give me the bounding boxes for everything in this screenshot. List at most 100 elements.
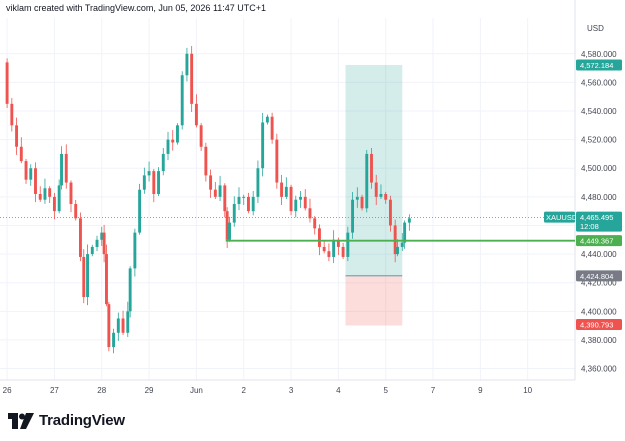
time-axis[interactable]: 26 27 28 29 Jun 2 3 4 5 7 9 10	[3, 386, 533, 395]
candle-body	[19, 146, 23, 162]
candle-body	[275, 139, 279, 183]
candle-body	[126, 311, 130, 333]
x-tick-label: 2	[241, 386, 246, 395]
candle-body	[289, 186, 293, 212]
x-tick-label: 3	[289, 386, 294, 395]
candle-body	[64, 153, 68, 183]
candle-body	[15, 125, 19, 147]
candle-body	[29, 168, 33, 180]
candle-body	[265, 116, 269, 123]
candle-body	[133, 232, 137, 269]
price-badges: 4,572.184 4,449.367 4,424.804 4,390.793 XAUU…	[544, 59, 622, 330]
tradingview-logo-icon	[8, 412, 34, 429]
candle-body	[194, 103, 198, 126]
candle-body	[403, 222, 407, 243]
stop-badge-text: 4,390.793	[580, 320, 613, 329]
candle-body	[400, 242, 404, 247]
entry-badge-text: 4,449.367	[580, 237, 613, 246]
candle-body	[351, 199, 355, 233]
candle-body	[270, 116, 274, 140]
x-tick-label: 9	[478, 386, 483, 395]
candle-body	[355, 196, 359, 200]
y-tick-label: 4,440.000	[581, 250, 617, 259]
candle-body	[190, 53, 194, 104]
long-position-tool[interactable]	[345, 64, 403, 326]
currency-label: USD	[587, 24, 604, 33]
candle-body	[112, 332, 116, 348]
x-tick-label: 27	[50, 386, 59, 395]
y-tick-label: 4,540.000	[581, 107, 617, 116]
candle-body	[180, 75, 184, 126]
candle-body	[57, 185, 61, 212]
candle-body	[407, 218, 411, 223]
y-tick-label: 4,500.000	[581, 164, 617, 173]
y-tick-label: 4,380.000	[581, 336, 617, 345]
candle-body	[166, 139, 170, 154]
x-tick-label: 28	[97, 386, 106, 395]
candle-body	[60, 153, 63, 186]
candle-body	[152, 171, 156, 194]
candle-body	[370, 153, 373, 183]
candle-body	[161, 153, 165, 172]
y-tick-label: 4,560.000	[581, 78, 617, 87]
entry-badge-bg	[576, 235, 622, 247]
candle-body	[360, 196, 364, 209]
candle-series	[5, 46, 411, 354]
candle-body	[218, 185, 222, 197]
tradingview-logo-text: TradingView	[39, 412, 125, 429]
x-tick-label: 4	[336, 386, 341, 395]
x-tick-label: 7	[431, 386, 436, 395]
x-tick-label: 26	[3, 386, 12, 395]
candle-body	[171, 139, 175, 143]
candle-body	[157, 171, 160, 194]
countdown-text: 12:08	[580, 222, 599, 231]
last-price-text: 4,465.495	[580, 213, 613, 222]
candle-body	[284, 186, 288, 197]
candle-body	[185, 53, 189, 76]
candle-body	[100, 232, 104, 240]
candle-body	[69, 182, 73, 205]
x-tick-label: Jun	[190, 386, 203, 395]
candle-body	[317, 228, 321, 247]
y-tick-label: 4,400.000	[581, 307, 617, 316]
position-loss-zone	[345, 276, 403, 326]
x-tick-label: 10	[523, 386, 532, 395]
candle-body	[251, 196, 255, 212]
target-badge-text: 4,572.184	[580, 61, 613, 70]
candle-body	[107, 304, 111, 348]
candle-body	[374, 182, 378, 197]
candle-body	[346, 232, 350, 257]
y-tick-label: 4,520.000	[581, 136, 617, 145]
candle-body	[237, 196, 241, 205]
candle-body	[308, 208, 312, 219]
price-lines	[0, 217, 575, 242]
candle-body	[294, 199, 298, 212]
candle-body	[147, 171, 151, 176]
candle-body	[388, 199, 392, 226]
candle-body	[24, 161, 28, 180]
y-tick-label: 4,420.000	[581, 279, 617, 288]
candle-body	[10, 103, 14, 126]
candle-body	[48, 188, 52, 197]
candle-body	[138, 189, 142, 233]
target-badge-bg	[576, 59, 622, 71]
candle-body	[303, 196, 307, 209]
y-tick-label: 4,360.000	[581, 365, 617, 374]
candle-body	[261, 122, 265, 169]
candle-body	[128, 268, 132, 312]
candle-body	[176, 125, 179, 143]
symbol-tag-bg	[544, 211, 575, 223]
candle-body	[102, 232, 106, 255]
candle-body	[384, 193, 388, 200]
last-price-badge-bg	[576, 211, 622, 232]
candle-body	[332, 239, 336, 257]
candle-body	[322, 246, 326, 252]
y-tick-label: 4,580.000	[581, 50, 617, 59]
candle-body	[256, 168, 260, 197]
candle-body	[327, 251, 331, 257]
candle-body	[82, 256, 86, 298]
candle-body	[38, 193, 42, 200]
price-axis[interactable]: USD 4,360.000 4,380.000 4,400.000 4,420.000 4…	[581, 24, 617, 374]
candle-body	[95, 239, 99, 247]
